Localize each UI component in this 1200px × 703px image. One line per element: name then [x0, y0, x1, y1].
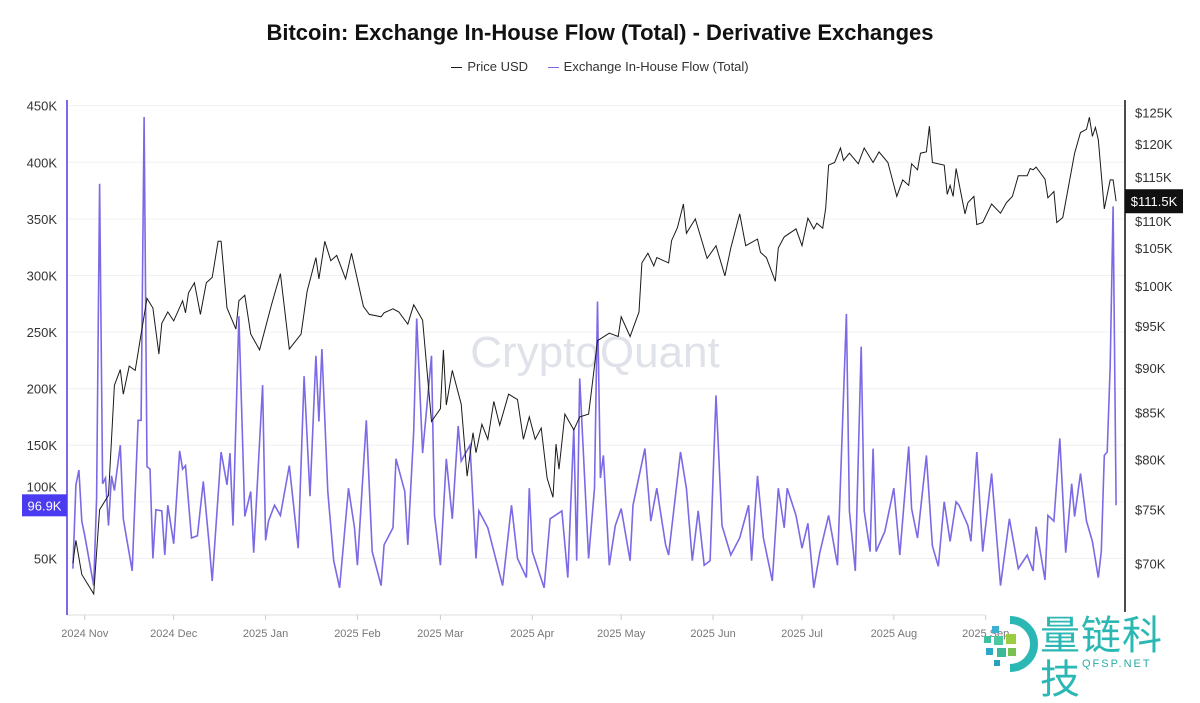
y-left-tick-label: 350K	[27, 212, 58, 227]
x-tick-label: 2025 Jun	[690, 628, 735, 640]
chart-title: Bitcoin: Exchange In-House Flow (Total) …	[266, 20, 934, 45]
logo: 量链科技 QFSP.NET	[980, 612, 1200, 702]
y-right-tick-label: $100K	[1135, 279, 1173, 294]
x-tick-label: 2025 Jan	[243, 628, 288, 640]
logo-icon	[984, 616, 1038, 672]
y-left-tick-label: 100K	[27, 479, 58, 494]
watermark: CryptoQuant	[470, 328, 719, 377]
chart-canvas: CryptoQuant 2024 Nov 2024 Dec 2025 Jan 2025…	[22, 99, 1183, 640]
series-line-flow	[72, 116, 1117, 589]
y-left-tick-label: 300K	[27, 268, 58, 283]
legend-item-flow[interactable]: Exchange In-House Flow (Total)	[547, 59, 749, 74]
logo-subtext: QFSP.NET	[1082, 658, 1152, 670]
y-right-tick-label: $105K	[1135, 241, 1173, 256]
left-current-value-marker: 96.9K	[22, 494, 67, 517]
legend-swatch-flow	[547, 67, 559, 69]
y-left-tick-label: 150K	[27, 438, 58, 453]
y-left-tick-label: 250K	[27, 325, 58, 340]
y-left-tick-label: 450K	[27, 99, 58, 114]
legend-label-flow: Exchange In-House Flow (Total)	[563, 59, 749, 74]
y-axis-left: 50K 100K 150K 200K 250K 300K 350K 400K 450K	[27, 99, 58, 567]
x-tick-label: 2025 May	[597, 628, 646, 640]
y-axis-right: $70K $75K $80K $85K $90K $95K $100K $105K $110K $…	[1135, 105, 1173, 571]
y-right-tick-label: $85K	[1135, 405, 1166, 420]
legend-swatch-price	[451, 67, 463, 69]
series-line-price	[72, 117, 1117, 596]
legend-item-price[interactable]: Price USD	[451, 59, 528, 74]
x-tick-label: 2024 Dec	[150, 628, 198, 640]
legend-label-price: Price USD	[467, 59, 529, 74]
x-tick-label: 2025 Mar	[417, 628, 464, 640]
gridlines	[67, 105, 1125, 559]
legend: Price USD Exchange In-House Flow (Total)	[0, 59, 1200, 74]
right-current-value-marker: $111.5K	[1125, 189, 1183, 214]
x-tick-label: 2025 Aug	[871, 628, 918, 640]
x-tick-label: 2025 Jul	[781, 628, 823, 640]
y-right-tick-label: $80K	[1135, 452, 1166, 467]
left-current-value: 96.9K	[28, 498, 62, 513]
y-left-tick-label: 400K	[27, 155, 58, 170]
y-right-tick-label: $75K	[1135, 503, 1166, 518]
y-right-tick-label: $110K	[1135, 214, 1172, 229]
y-right-tick-label: $70K	[1135, 556, 1166, 571]
y-right-tick-label: $115K	[1135, 170, 1172, 185]
y-right-tick-label: $125K	[1135, 105, 1173, 120]
x-tick-label: 2025 Apr	[510, 628, 554, 640]
y-right-tick-label: $95K	[1135, 319, 1166, 334]
x-axis: 2024 Nov 2024 Dec 2025 Jan 2025 Feb 2025 Mar…	[61, 614, 1009, 640]
y-right-tick-label: $120K	[1135, 137, 1173, 152]
y-right-tick-label: $90K	[1135, 361, 1166, 376]
y-left-tick-label: 200K	[27, 382, 58, 397]
x-tick-label: 2024 Nov	[61, 628, 109, 640]
right-current-value: $111.5K	[1131, 194, 1178, 209]
x-tick-label: 2025 Feb	[334, 628, 380, 640]
y-left-tick-label: 50K	[34, 551, 57, 566]
